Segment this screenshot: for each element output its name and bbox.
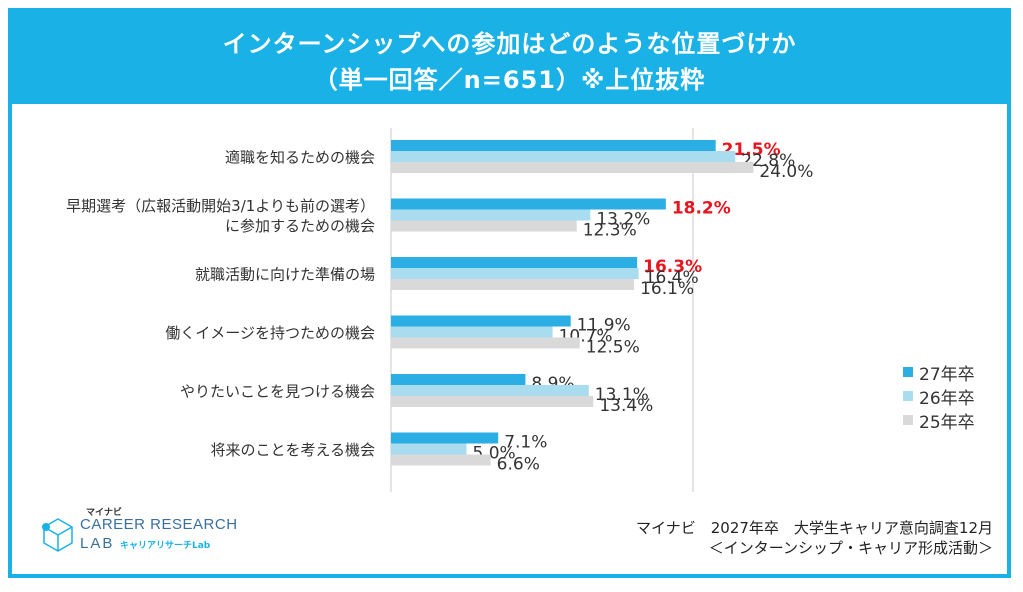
bar-26年卒-5 <box>391 443 467 455</box>
category-label-1-1: に参加するための機会 <box>225 217 375 235</box>
bar-25年卒-1 <box>391 220 577 232</box>
category-label-3: 働くイメージを持つための機会 <box>165 324 375 342</box>
legend-item-27: 27年卒 <box>903 360 975 385</box>
legend-label-27: 27年卒 <box>919 364 975 385</box>
bar-26年卒-2 <box>391 268 639 279</box>
category-label-1-0: 早期選考（広報活動開始3/1よりも前の選考） <box>66 197 375 215</box>
chart-frame: インターンシップへの参加はどのような位置づけか （単一回答／n=651）※上位抜… <box>8 8 1011 578</box>
bar-27年卒-2 <box>391 257 638 268</box>
bar-27年卒-3 <box>391 315 571 327</box>
logo-sub: キャリアリサーチLab <box>120 541 211 551</box>
bar-27年卒-4 <box>391 374 526 385</box>
legend: 27年卒 26年卒 25年卒 <box>903 360 975 433</box>
bar-27年卒-1 <box>391 198 666 210</box>
data-label-27年卒-5: 7.1% <box>504 433 547 453</box>
legend-swatch-26 <box>903 391 913 401</box>
career-research-lab-logo: マイナビ CAREER RESEARCH LAB キャリアリサーチLab <box>40 505 240 565</box>
data-label-25年卒-4: 13.4% <box>599 396 653 416</box>
legend-item-25: 25年卒 <box>903 408 975 433</box>
data-label-25年卒-5: 6.6% <box>497 455 540 475</box>
data-label-26年卒-4: 13.1% <box>595 385 649 405</box>
source-line2: ＜インターンシップ・キャリア形成活動＞ <box>708 539 993 557</box>
bar-25年卒-5 <box>391 454 491 466</box>
bar-27年卒-0 <box>391 140 716 151</box>
data-label-27年卒-0: 21.5% <box>722 140 781 160</box>
category-label-2: 就職活動に向けた準備の場 <box>195 266 375 284</box>
data-label-26年卒-2: 16.4% <box>645 268 699 288</box>
legend-label-26: 26年卒 <box>919 388 975 409</box>
data-label-25年卒-1: 12.3% <box>583 221 637 241</box>
bar-26年卒-4 <box>391 385 589 396</box>
source-line1: マイナビ 2027年卒 大学生キャリア意向調査12月 <box>636 519 993 537</box>
bar-25年卒-3 <box>391 337 580 349</box>
chart-title-line2: （単一回答／n=651）※上位抜粋 <box>313 66 706 94</box>
data-label-25年卒-2: 16.1% <box>640 279 694 299</box>
data-label-26年卒-1: 13.2% <box>596 210 650 230</box>
logo-line2: LAB <box>80 535 115 552</box>
bar-26年卒-3 <box>391 326 553 338</box>
data-label-27年卒-3: 11.9% <box>577 316 631 336</box>
data-label-27年卒-2: 16.3% <box>643 257 702 277</box>
chart-title-line1: インターンシップへの参加はどのような位置づけか <box>222 30 797 58</box>
legend-label-25: 25年卒 <box>919 412 975 433</box>
data-label-25年卒-0: 24.0% <box>759 162 813 182</box>
bar-27年卒-5 <box>391 432 499 444</box>
bar-26年卒-1 <box>391 209 591 221</box>
bar-25年卒-0 <box>391 162 754 173</box>
cube-logo-icon <box>42 518 73 552</box>
logo-line1: CAREER RESEARCH <box>80 516 238 533</box>
category-label-5: 将来のことを考える機会 <box>210 441 375 459</box>
bar-26年卒-0 <box>391 151 736 162</box>
logo-brand: マイナビ <box>86 508 122 518</box>
category-label-4: やりたいことを見つける機会 <box>180 383 375 401</box>
data-label-25年卒-3: 12.5% <box>586 338 640 358</box>
bar-25年卒-4 <box>391 396 594 407</box>
source-note: マイナビ 2027年卒 大学生キャリア意向調査12月 ＜インターンシップ・キャリ… <box>636 518 993 558</box>
category-label-0: 適職を知るための機会 <box>225 149 375 167</box>
bar-25年卒-2 <box>391 279 635 290</box>
data-label-27年卒-1: 18.2% <box>672 199 731 219</box>
legend-swatch-25 <box>903 415 913 425</box>
title-banner: インターンシップへの参加はどのような位置づけか （単一回答／n=651）※上位抜… <box>12 12 1007 104</box>
data-label-26年卒-0: 22.8% <box>741 151 795 171</box>
legend-item-26: 26年卒 <box>903 384 975 409</box>
legend-swatch-27 <box>903 367 913 377</box>
